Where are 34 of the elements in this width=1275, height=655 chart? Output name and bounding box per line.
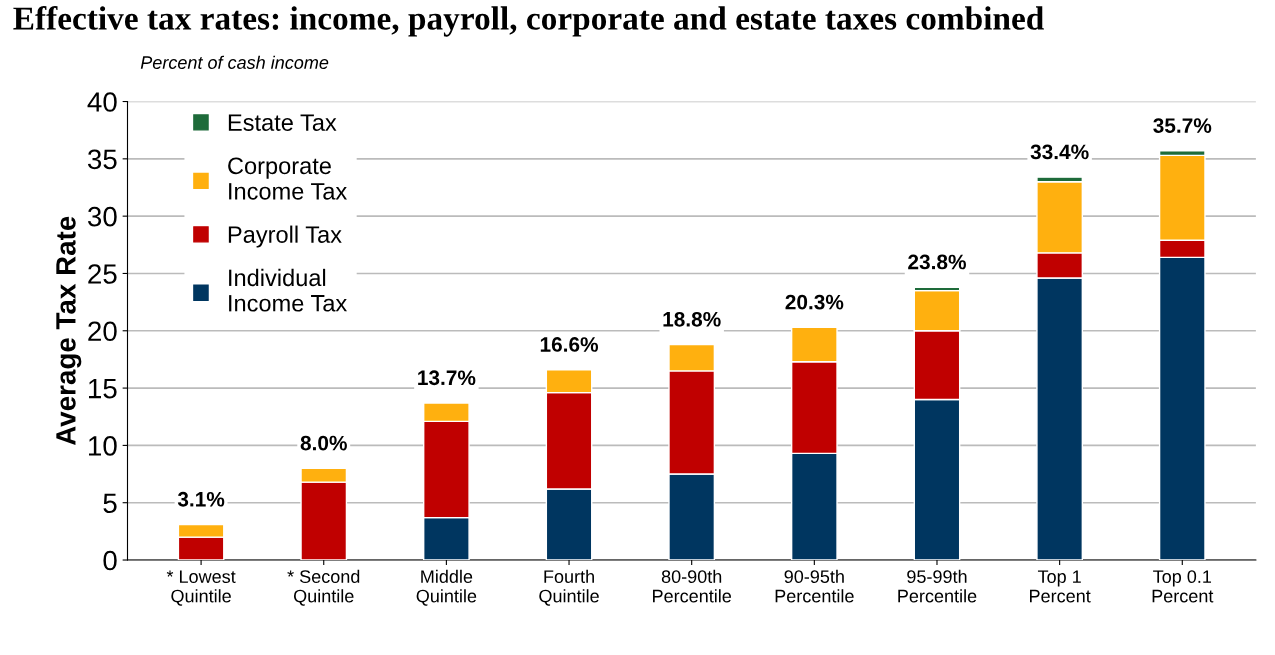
y-tick-label: 35 <box>87 149 117 170</box>
x-tick-label: Top 1 Percent <box>1030 570 1091 603</box>
y-tick-label: 10 <box>89 436 117 456</box>
x-tick-label: * Second Quintile <box>287 569 360 606</box>
legend-label: Estate Tax <box>228 114 337 131</box>
legend-label: Individual Income Tax <box>229 268 347 312</box>
total-label: 20.3% <box>785 294 844 310</box>
y-tick-label: 30 <box>87 206 117 227</box>
total-label: 18.8% <box>663 311 721 327</box>
total-label: 16.6% <box>540 337 599 352</box>
y-tick-label: 5 <box>103 493 117 514</box>
x-tick-label: 90-95th Percentile <box>775 569 854 603</box>
legend-label: Corporate Income Tax <box>228 157 347 200</box>
total-label: 13.7% <box>418 370 476 386</box>
total-label: 35.7% <box>1153 118 1212 133</box>
chart-title: Effective tax rates: income, payroll, corporate and estate taxes combined <box>13 6 1044 37</box>
x-tick-label: 80-90th Percentile <box>653 569 732 603</box>
total-label: 23.8% <box>908 254 966 270</box>
chart-subtitle: Percent of cash income <box>140 55 329 69</box>
total-label: 8.0% <box>300 435 347 451</box>
y-tick-label: 20 <box>88 321 117 342</box>
x-tick-label: Middle Quintile <box>416 569 477 606</box>
x-tick-label: 95-99th Percentile <box>898 569 977 603</box>
y-tick-label: 40 <box>87 92 117 112</box>
y-tick-label: 15 <box>89 379 117 399</box>
x-tick-label: Top 0.1 Percent <box>1152 570 1214 603</box>
total-label: 3.1% <box>177 491 225 507</box>
x-tick-label: * Lowest Quintile <box>166 570 236 606</box>
y-axis-title: Average Tax Rate <box>56 216 82 446</box>
y-tick-label: 0 <box>103 550 117 571</box>
y-tick-label: 25 <box>88 264 117 284</box>
total-label: 33.4% <box>1030 144 1089 160</box>
x-tick-label: Fourth Quintile <box>539 569 599 606</box>
legend-label: Payroll Tax <box>228 225 342 248</box>
